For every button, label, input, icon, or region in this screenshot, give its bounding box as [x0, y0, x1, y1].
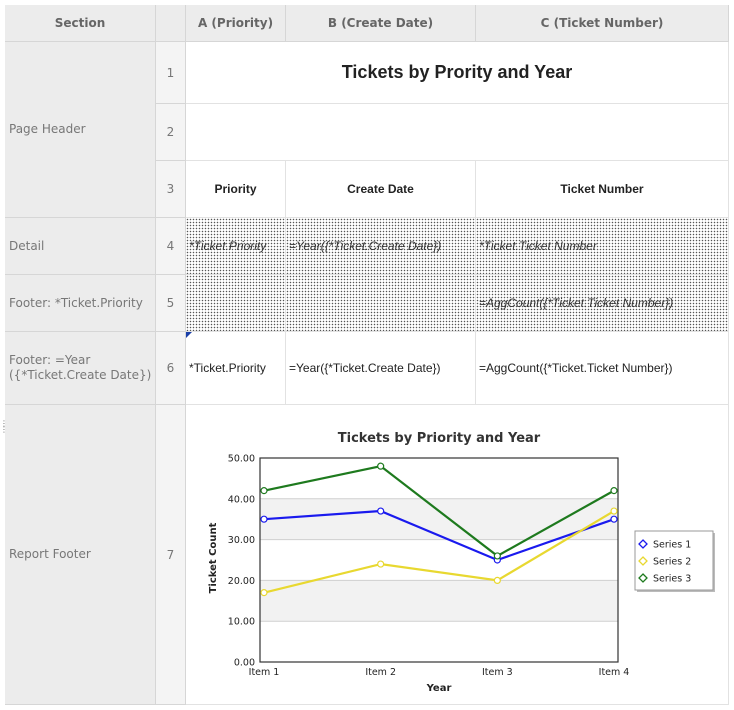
footer-priority-b-cell[interactable] [286, 275, 476, 332]
legend-marker [638, 573, 648, 583]
data-point[interactable] [493, 576, 501, 584]
column-label-priority[interactable]: Priority [186, 161, 286, 218]
row-number[interactable]: 3 [156, 161, 186, 218]
row-number[interactable]: 1 [156, 42, 186, 104]
selection-corner-marker [186, 332, 192, 338]
legend-marker [638, 556, 648, 566]
section-footer-year[interactable]: Footer: =Year ({*Ticket.Create Date}) [5, 332, 156, 405]
grid-band [260, 580, 618, 622]
y-tick-label: 10.00 [228, 617, 255, 628]
x-tick-label: Item 4 [599, 667, 630, 678]
data-point[interactable] [260, 515, 268, 523]
section-report-footer[interactable]: Report Footer [5, 405, 156, 705]
column-label-create-date[interactable]: Create Date [286, 161, 476, 218]
data-point[interactable] [377, 462, 385, 470]
legend-label: Series 1 [653, 540, 691, 551]
section-footer-priority[interactable]: Footer: *Ticket.Priority [5, 275, 156, 332]
data-point[interactable] [493, 552, 501, 560]
legend-marker [638, 539, 648, 549]
grid-band [260, 458, 618, 499]
x-tick-label: Item 2 [365, 667, 396, 678]
data-point[interactable] [260, 589, 268, 597]
column-header-c[interactable]: C (Ticket Number) [476, 5, 729, 42]
column-header-a[interactable]: A (Priority) [186, 5, 286, 42]
data-point[interactable] [377, 560, 385, 568]
y-tick-label: 0.00 [234, 658, 255, 669]
footer-year-date-cell[interactable]: =Year({*Ticket.Create Date}) [286, 332, 476, 405]
y-tick-label: 30.00 [228, 535, 255, 546]
section-detail[interactable]: Detail [5, 218, 156, 275]
x-tick-label: Item 3 [482, 667, 513, 678]
row-number[interactable]: 7 [156, 405, 186, 705]
data-point[interactable] [377, 507, 385, 515]
footer-priority-count-cell[interactable]: =AggCount({*Ticket.Ticket Number}) [476, 275, 729, 332]
footer-year-priority-cell[interactable]: *Ticket.Priority [186, 332, 286, 405]
line-chart[interactable]: Tickets by Priority and Year Ticket Coun… [186, 405, 729, 705]
series-line[interactable] [263, 509, 615, 562]
report-title-cell[interactable]: Tickets by Prority and Year [186, 42, 729, 104]
grid-band [260, 621, 618, 662]
empty-cell[interactable] [186, 104, 729, 161]
legend-label: Series 2 [653, 557, 691, 568]
data-point[interactable] [610, 507, 618, 515]
data-point[interactable] [260, 487, 268, 495]
chart-title: Tickets by Priority and Year [338, 431, 541, 446]
resize-handle-icon[interactable]: ⋮ ⋮ [0, 419, 8, 434]
footer-priority-a-cell[interactable] [186, 275, 286, 332]
chart-legend[interactable]: Series 1 Series 2 Series 3 [634, 530, 715, 592]
series-line[interactable] [263, 464, 615, 558]
x-axis-label: Year [426, 683, 452, 694]
detail-ticket-number-cell[interactable]: *Ticket.Ticket Number [476, 218, 729, 275]
chart-cell[interactable]: Tickets by Priority and Year Ticket Coun… [186, 405, 729, 705]
grid-band [260, 498, 618, 540]
x-tick-label: Item 1 [249, 667, 280, 678]
grid-band [260, 539, 618, 581]
y-axis-label: Ticket Count [208, 522, 219, 593]
row-number[interactable]: 4 [156, 218, 186, 275]
legend-box [634, 530, 714, 591]
section-page-header[interactable]: Page Header [5, 42, 156, 218]
plot-frame [259, 457, 619, 663]
column-header-row-number [156, 5, 186, 42]
footer-year-count-cell[interactable]: =AggCount({*Ticket.Ticket Number}) [476, 332, 729, 405]
data-point[interactable] [610, 487, 618, 495]
y-tick-label: 20.00 [228, 576, 255, 587]
row-number[interactable]: 2 [156, 104, 186, 161]
legend-label: Series 3 [653, 574, 691, 585]
y-tick-label: 50.00 [228, 454, 255, 465]
data-point[interactable] [610, 515, 618, 523]
detail-priority-cell[interactable]: *Ticket.Priority [186, 218, 286, 275]
y-tick-label: 40.00 [228, 494, 255, 505]
series-line[interactable] [263, 510, 615, 594]
column-header-b[interactable]: B (Create Date) [286, 5, 476, 42]
row-number[interactable]: 6 [156, 332, 186, 405]
column-label-ticket-number[interactable]: Ticket Number [476, 161, 729, 218]
detail-create-date-cell[interactable]: =Year({*Ticket.Create Date}) [286, 218, 476, 275]
row-number[interactable]: 5 [156, 275, 186, 332]
column-header-section[interactable]: Section [5, 5, 156, 42]
